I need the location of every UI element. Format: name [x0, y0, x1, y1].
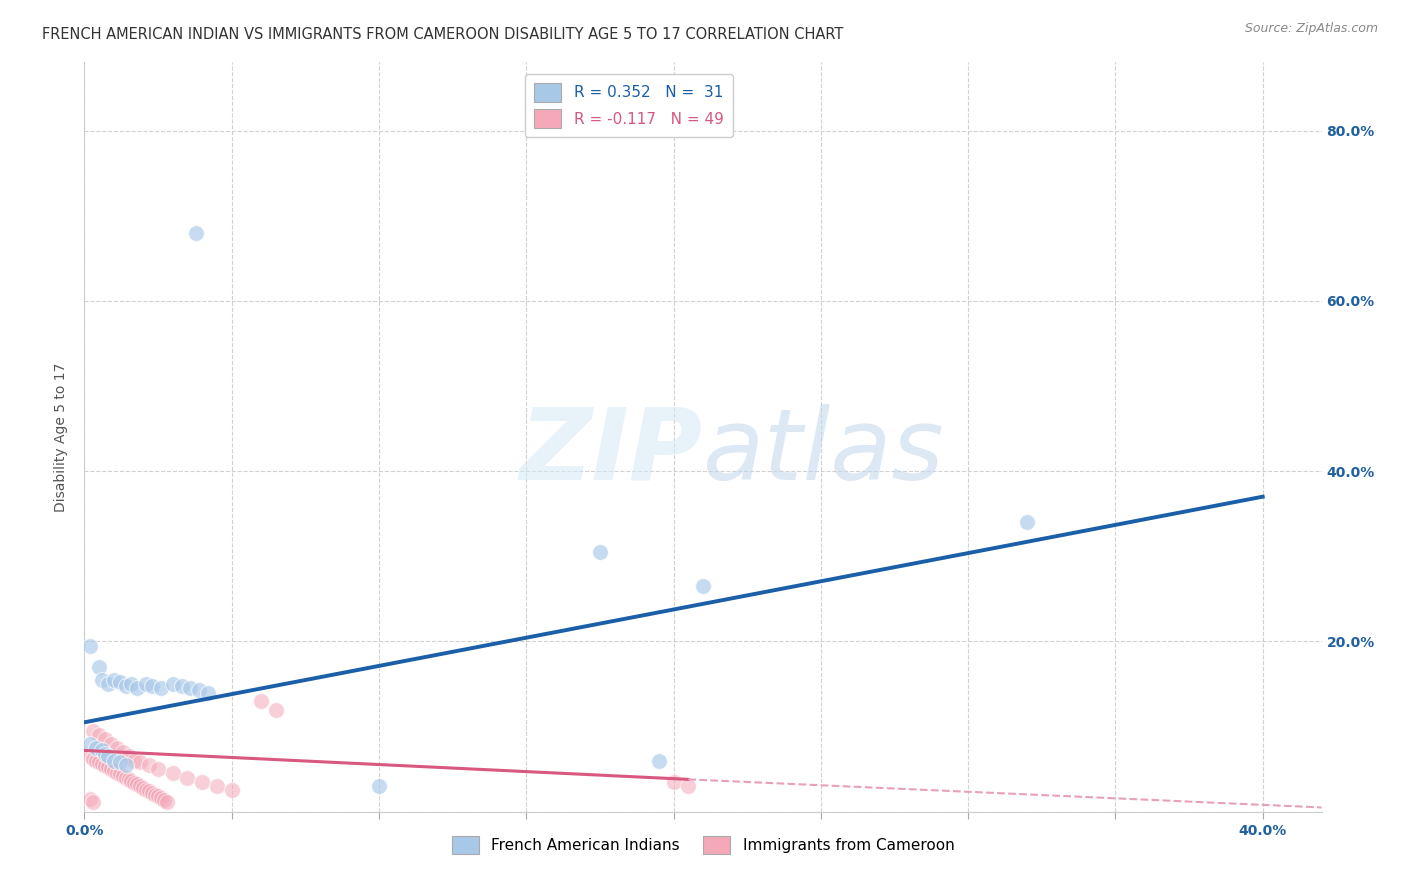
Point: [191, 775, 214, 789]
Point: [79, 749, 101, 764]
Point: [79, 639, 101, 653]
Point: [100, 762, 122, 776]
Point: [111, 745, 134, 759]
Point: [111, 769, 134, 783]
Point: [146, 762, 169, 776]
Point: [170, 679, 193, 693]
Point: [138, 784, 160, 798]
Point: [135, 677, 157, 691]
Point: [153, 793, 176, 807]
Point: [138, 758, 160, 772]
Point: [103, 673, 125, 687]
Point: [97, 760, 120, 774]
Point: [91, 673, 114, 687]
Point: [141, 679, 163, 693]
Point: [678, 779, 700, 793]
Point: [84, 754, 107, 768]
Point: [82, 723, 104, 738]
Point: [149, 681, 172, 696]
Point: [129, 756, 152, 770]
Point: [162, 766, 184, 780]
Point: [87, 660, 110, 674]
Point: [114, 679, 136, 693]
Point: [176, 771, 198, 785]
Point: [179, 681, 201, 696]
Point: [121, 774, 143, 789]
Point: [79, 737, 101, 751]
Point: [221, 783, 243, 797]
Point: [114, 771, 136, 785]
Point: [124, 754, 146, 768]
Point: [79, 792, 101, 806]
Point: [91, 743, 114, 757]
Point: [205, 779, 228, 793]
Text: atlas: atlas: [703, 403, 945, 500]
Point: [108, 756, 131, 770]
Text: Source: ZipAtlas.com: Source: ZipAtlas.com: [1244, 22, 1378, 36]
Point: [124, 776, 146, 790]
Point: [662, 775, 685, 789]
Point: [108, 767, 131, 781]
Text: FRENCH AMERICAN INDIAN VS IMMIGRANTS FROM CAMEROON DISABILITY AGE 5 TO 17 CORREL: FRENCH AMERICAN INDIAN VS IMMIGRANTS FRO…: [42, 27, 844, 42]
Point: [103, 754, 125, 768]
Point: [149, 791, 172, 805]
Point: [188, 683, 211, 698]
Point: [87, 728, 110, 742]
Point: [197, 685, 219, 699]
Point: [100, 737, 122, 751]
Point: [648, 754, 671, 768]
Point: [117, 772, 139, 787]
Point: [108, 675, 131, 690]
Point: [146, 789, 169, 804]
Point: [117, 749, 139, 764]
Point: [94, 758, 117, 772]
Point: [186, 226, 208, 240]
Point: [135, 782, 157, 797]
Point: [141, 786, 163, 800]
Point: [91, 757, 114, 772]
Point: [121, 677, 143, 691]
Point: [105, 740, 128, 755]
Point: [84, 740, 107, 755]
Text: ZIP: ZIP: [520, 403, 703, 500]
Point: [264, 702, 287, 716]
Point: [105, 765, 128, 780]
Y-axis label: Disability Age 5 to 17: Disability Age 5 to 17: [55, 362, 69, 512]
Point: [132, 780, 155, 795]
Point: [129, 779, 152, 793]
Point: [97, 749, 120, 764]
Point: [589, 545, 612, 559]
Point: [143, 788, 166, 802]
Point: [94, 732, 117, 747]
Point: [114, 758, 136, 772]
Point: [127, 681, 149, 696]
Point: [250, 694, 273, 708]
Point: [82, 752, 104, 766]
Point: [156, 795, 179, 809]
Point: [97, 677, 120, 691]
Point: [103, 764, 125, 778]
Point: [368, 779, 391, 793]
Point: [162, 677, 184, 691]
Point: [127, 777, 149, 791]
Point: [82, 795, 104, 809]
Point: [1015, 515, 1038, 529]
Legend: French American Indians, Immigrants from Cameroon: French American Indians, Immigrants from…: [446, 830, 960, 860]
Point: [692, 579, 714, 593]
Point: [94, 747, 117, 761]
Point: [87, 756, 110, 770]
